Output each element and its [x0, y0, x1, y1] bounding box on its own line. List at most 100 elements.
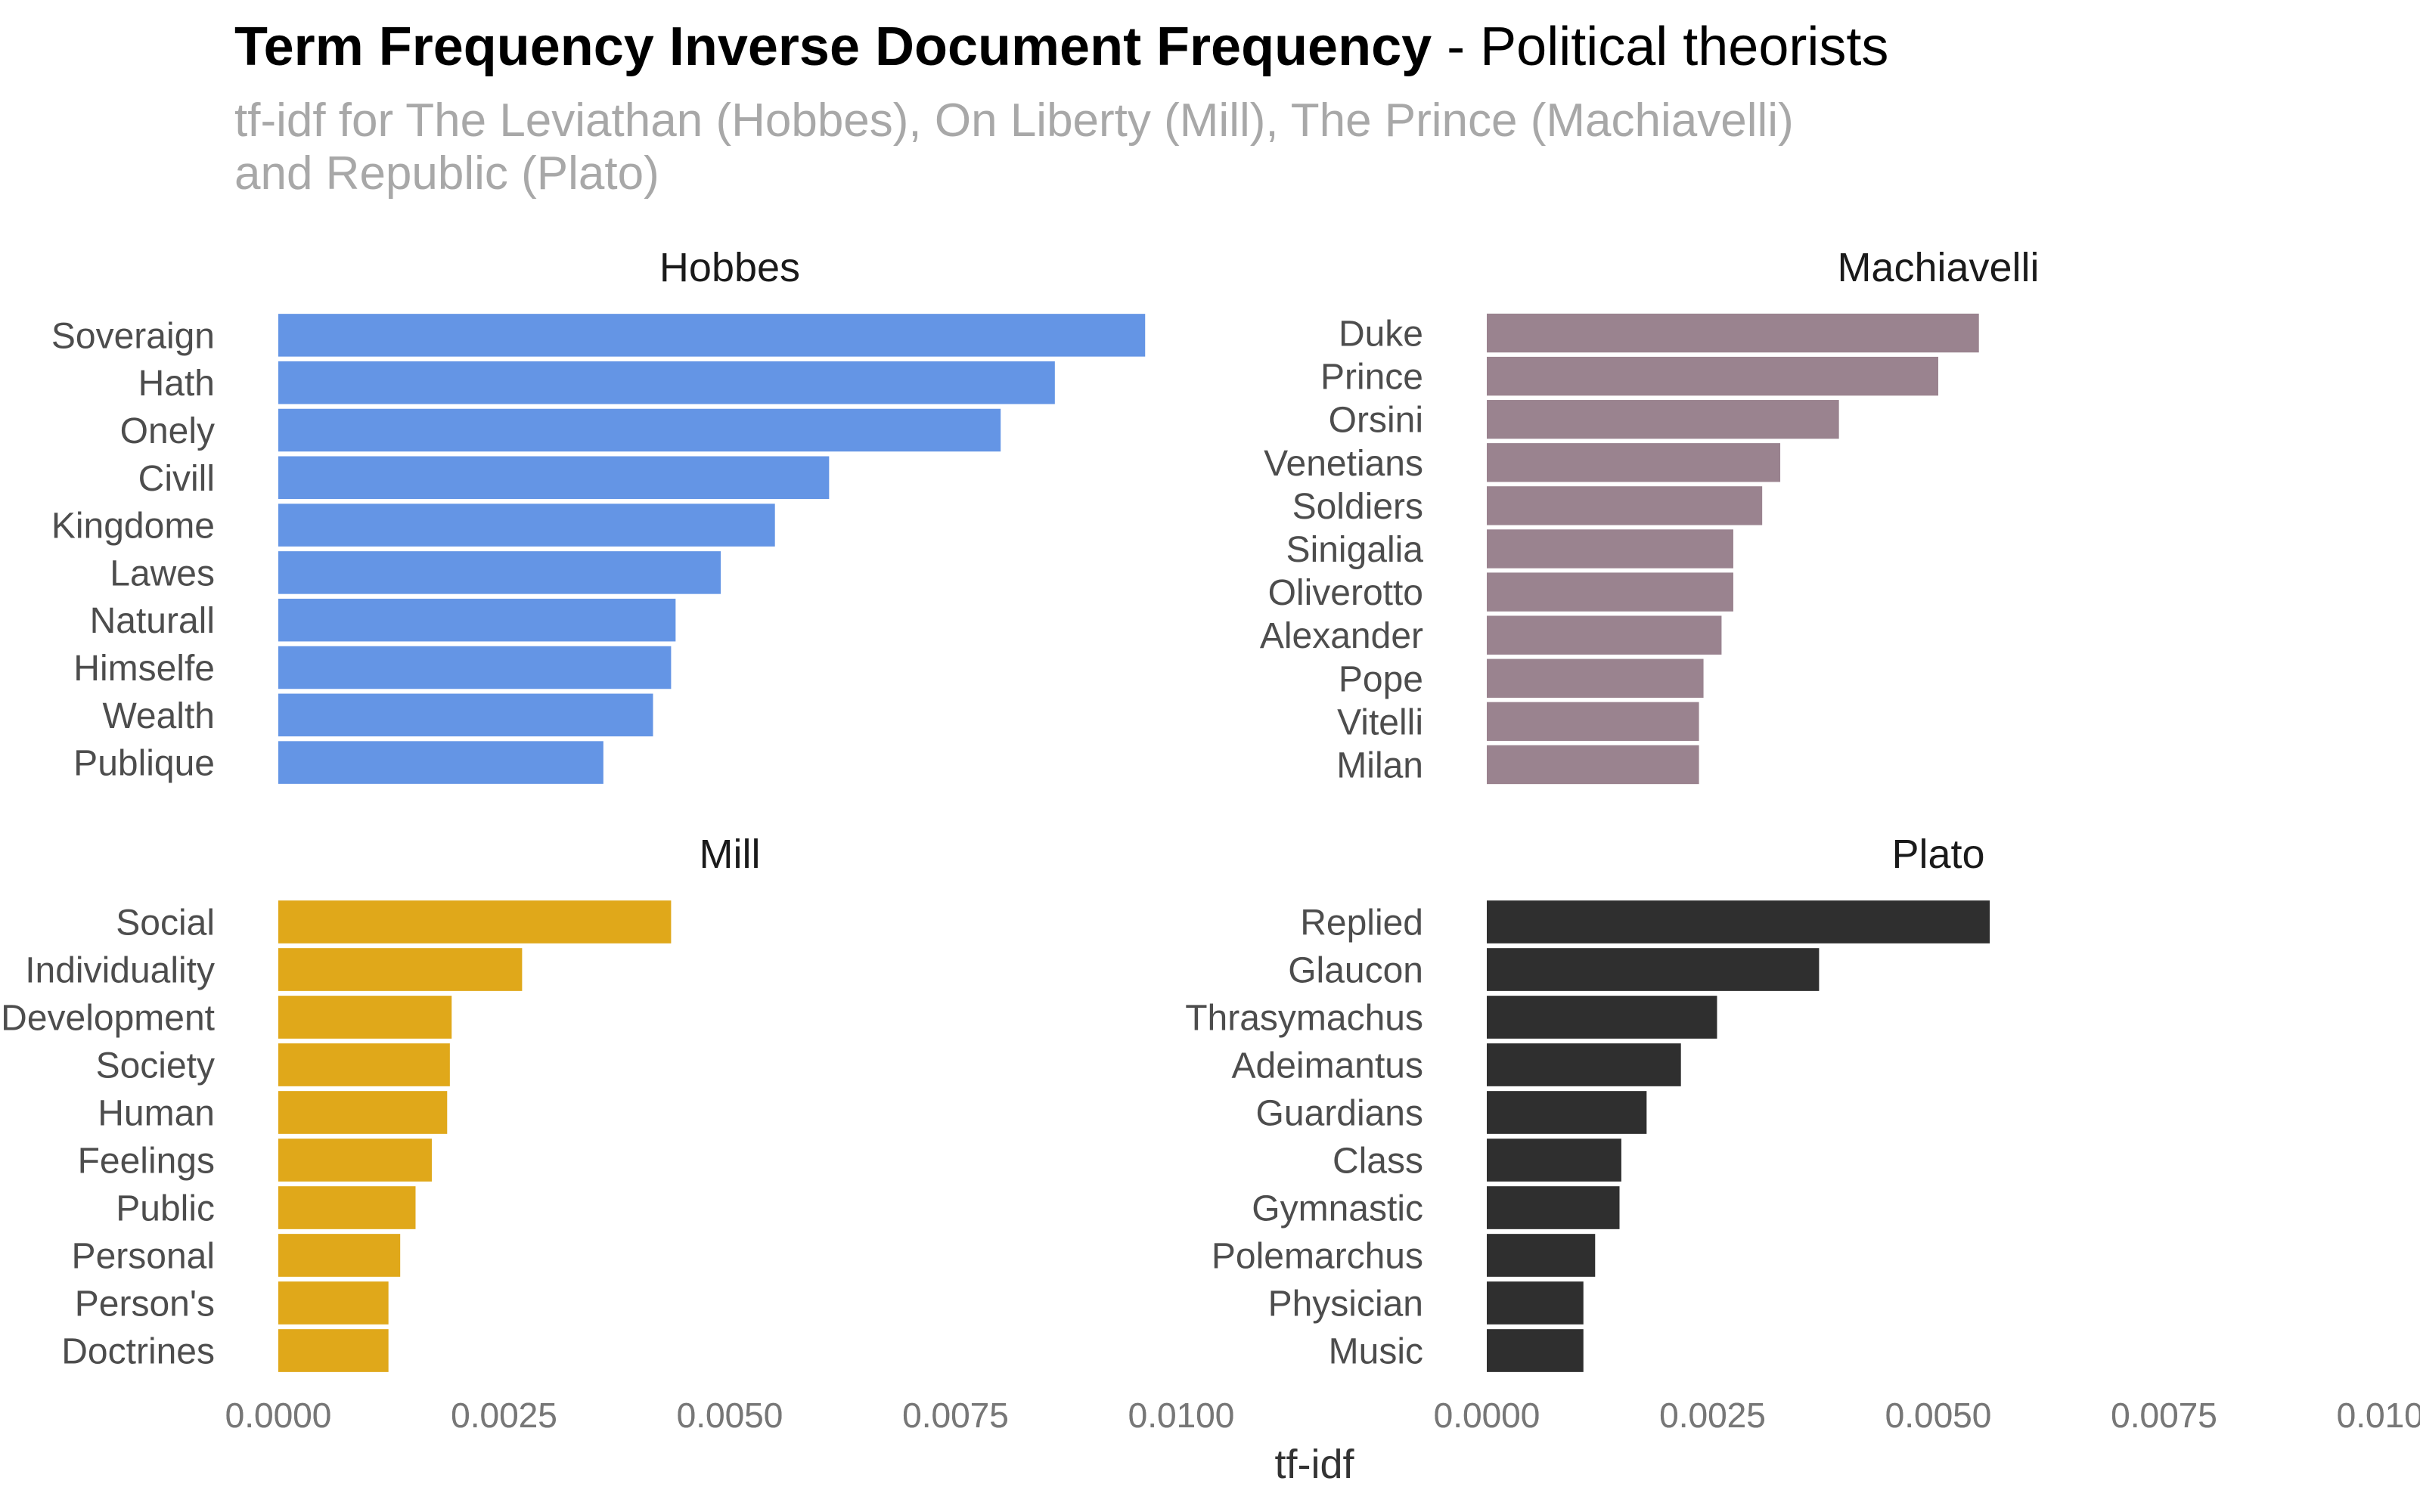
- panel-mill: Mill Social Individuality Development Societ…: [1, 832, 1234, 1435]
- category-label: Prince: [1320, 358, 1423, 398]
- category-label: Society: [96, 1046, 215, 1086]
- panel-plato: Plato Replied Glaucon Thrasymachus Adeimantu…: [1185, 832, 2420, 1435]
- bar-plato-guardians: [1487, 1091, 1647, 1134]
- category-label: Replied: [1300, 903, 1423, 943]
- bar-plato-music: [1487, 1329, 1584, 1372]
- category-label: Soldiers: [1292, 487, 1423, 527]
- bar-machiavelli-oliverotto: [1487, 572, 1733, 612]
- category-label: Public: [116, 1189, 215, 1229]
- x-tick-label: 0.0000: [1434, 1396, 1540, 1435]
- category-label: Sinigalia: [1286, 530, 1424, 570]
- x-tick-label: 0.0050: [1885, 1396, 1992, 1435]
- x-tick-label: 0.0050: [677, 1396, 783, 1435]
- bar-plato-replied: [1487, 900, 1990, 943]
- category-label: Vitelli: [1337, 702, 1423, 742]
- bar-hobbes-civill: [278, 456, 830, 500]
- category-label: Himselfe: [73, 649, 215, 689]
- category-label: Feelings: [78, 1142, 215, 1182]
- bar-plato-class: [1487, 1139, 1621, 1182]
- x-tick-label: 0.0100: [1128, 1396, 1235, 1435]
- bar-mill-social: [278, 900, 672, 943]
- bar-mill-feelings: [278, 1139, 432, 1182]
- bar-hobbes-himselfe: [278, 646, 672, 689]
- x-tick-label: 0.0000: [225, 1396, 332, 1435]
- bar-hobbes-wealth: [278, 693, 653, 737]
- category-label: Oliverotto: [1268, 573, 1423, 613]
- x-tick-label: 0.0100: [2337, 1396, 2420, 1435]
- bar-hobbes-soveraign: [278, 314, 1146, 357]
- facet-panels: Hobbes Soveraign Hath Onely Civill Kingdome La…: [1, 245, 2420, 1435]
- bar-machiavelli-sinigalia: [1487, 529, 1733, 569]
- category-label: Milan: [1336, 745, 1423, 785]
- category-label: Pope: [1339, 659, 1423, 699]
- panel-title-mill: Mill: [700, 832, 761, 877]
- category-label: Civill: [138, 459, 215, 499]
- panel-title-machiavelli: Machiavelli: [1837, 245, 2039, 290]
- bar-mill-development: [278, 996, 452, 1039]
- bar-plato-adeimantus: [1487, 1043, 1681, 1086]
- category-label: Duke: [1339, 314, 1423, 355]
- bar-machiavelli-pope: [1487, 658, 1704, 698]
- category-label: Onely: [120, 411, 215, 451]
- bar-mill-doctrines: [278, 1329, 389, 1372]
- bar-machiavelli-duke: [1487, 313, 1979, 353]
- category-label: Personal: [72, 1237, 215, 1277]
- bar-mill-public: [278, 1186, 416, 1229]
- category-label: Wealth: [102, 696, 215, 736]
- category-label: Naturall: [90, 601, 215, 641]
- x-tick-label: 0.0075: [902, 1396, 1009, 1435]
- category-label: Physician: [1268, 1284, 1423, 1325]
- bar-machiavelli-vitelli: [1487, 702, 1699, 742]
- category-label: Venetians: [1264, 444, 1423, 484]
- category-label: Doctrines: [61, 1332, 215, 1372]
- x-tick-label: 0.0000: [225, 1396, 332, 1435]
- bar-machiavelli-alexander: [1487, 615, 1722, 655]
- category-label: Glaucon: [1288, 951, 1423, 991]
- category-label: Class: [1333, 1142, 1423, 1182]
- bar-machiavelli-prince: [1487, 356, 1938, 396]
- x-tick-label: 0.0050: [677, 1396, 783, 1435]
- category-label: Alexander: [1260, 616, 1423, 656]
- category-label: Person's: [75, 1284, 215, 1325]
- bar-machiavelli-milan: [1487, 745, 1699, 785]
- x-tick-label: 0.0000: [1434, 1396, 1540, 1435]
- panel-title-plato: Plato: [1891, 832, 1984, 877]
- chart-subtitle-line1: tf-idf for The Leviathan (Hobbes), On Li…: [234, 94, 1794, 147]
- bar-machiavelli-soldiers: [1487, 486, 1763, 525]
- bar-machiavelli-venetians: [1487, 443, 1781, 482]
- category-label: Soveraign: [51, 316, 215, 356]
- chart-title-rest: - Political theorists: [1432, 17, 1888, 77]
- bar-hobbes-lawes: [278, 551, 721, 594]
- bar-mill-personal: [278, 1234, 401, 1277]
- x-tick-label: 0.0025: [1659, 1396, 1766, 1435]
- panel-hobbes: Hobbes Soveraign Hath Onely Civill Kingdome La…: [51, 245, 1234, 1435]
- category-label: Polemarchus: [1212, 1237, 1423, 1277]
- category-label: Publique: [73, 744, 215, 784]
- category-label: Human: [98, 1094, 215, 1134]
- category-label: Development: [1, 999, 215, 1039]
- chart-subtitle-line2: and Republic (Plato): [234, 147, 659, 200]
- category-label: Individuality: [25, 951, 215, 991]
- x-tick-label: 0.0025: [451, 1396, 557, 1435]
- category-label: Music: [1329, 1332, 1423, 1372]
- x-tick-label: 0.0075: [2111, 1396, 2217, 1435]
- bar-plato-gymnastic: [1487, 1186, 1620, 1229]
- panel-title-hobbes: Hobbes: [659, 245, 800, 290]
- x-tick-label: 0.0100: [2337, 1396, 2420, 1435]
- bar-plato-polemarchus: [1487, 1234, 1596, 1277]
- category-label: Lawes: [110, 553, 215, 593]
- x-tick-label: 0.0075: [902, 1396, 1009, 1435]
- bar-machiavelli-orsini: [1487, 400, 1839, 439]
- bar-hobbes-onely: [278, 408, 1001, 452]
- category-label: Orsini: [1329, 401, 1423, 441]
- x-tick-label: 0.0075: [2111, 1396, 2217, 1435]
- category-label: Kingdome: [51, 507, 215, 547]
- category-label: Social: [116, 903, 215, 943]
- bar-hobbes-publique: [278, 741, 603, 784]
- category-label: Adeimantus: [1232, 1046, 1423, 1086]
- bar-mill-society: [278, 1043, 450, 1086]
- chart-title-bold: Term Frequency Inverse Document Frequenc…: [234, 17, 1432, 77]
- panel-machiavelli: Machiavelli DukePrinceOrsiniVenetiansSold…: [1260, 245, 2420, 1435]
- bar-hobbes-kingdome: [278, 503, 775, 547]
